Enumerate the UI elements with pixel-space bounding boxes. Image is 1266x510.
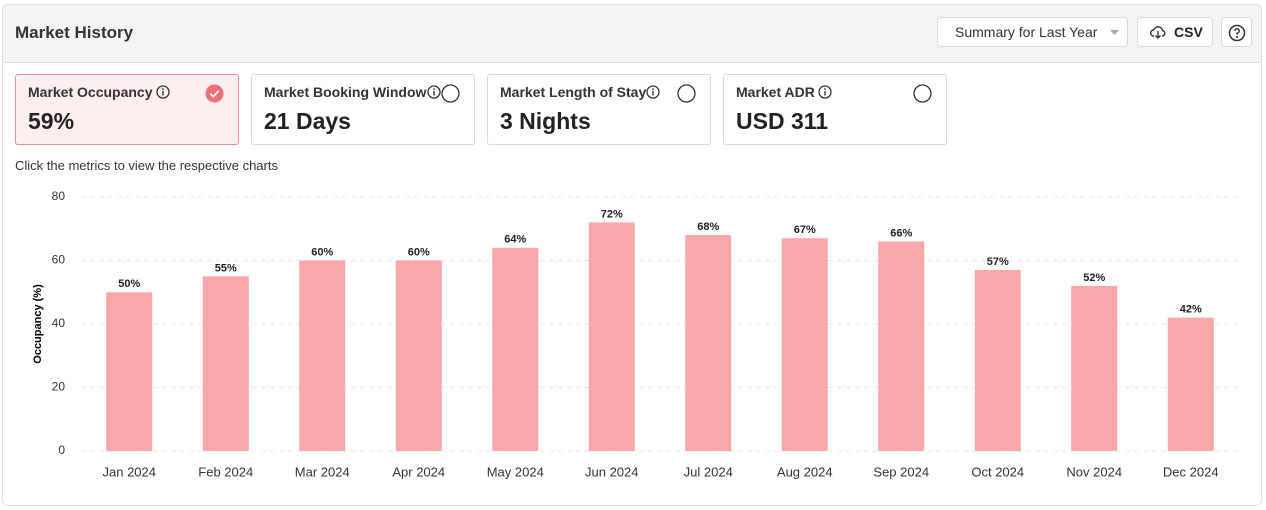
y-axis-label: Occupancy (%) [32,284,44,364]
metric-value: 59% [28,108,75,134]
csv-label: CSV [1174,24,1203,40]
hint-text: Click the metrics to view the respective… [15,158,278,173]
value-label: 55% [215,262,237,274]
bar [781,238,828,451]
bar [974,270,1021,451]
value-label: 57% [987,256,1009,268]
download-icon [1150,26,1166,39]
info-icon [156,85,170,104]
value-label: 67% [794,224,816,236]
y-tick-label: 40 [52,316,66,330]
value-label: 52% [1083,272,1105,284]
help-icon [1228,24,1246,42]
x-tick-label: Mar 2024 [295,464,350,479]
metric-value: USD 311 [736,108,829,134]
metric-card[interactable]: Market Booking Window 21 Days [251,74,475,145]
x-tick-label: Nov 2024 [1066,464,1122,479]
value-label: 68% [697,221,719,233]
value-label: 64% [504,234,526,246]
bar [685,235,732,451]
metric-card[interactable]: Market Length of Stay 3 Nights [487,74,711,145]
y-tick-label: 20 [52,380,66,394]
metric-card[interactable]: Market Occupancy 59% [15,74,239,145]
value-label: 60% [408,246,430,258]
x-tick-label: Oct 2024 [971,464,1024,479]
radio-button [441,84,460,108]
x-tick-label: May 2024 [487,464,544,479]
value-label: 60% [311,246,333,258]
bar [1167,317,1214,451]
metric-value: 3 Nights [500,108,591,134]
x-tick-label: Apr 2024 [392,464,445,479]
chart: Occupancy (%) 0 20 40 60 80 Jan 2024 50% Feb 202… [32,189,1239,479]
info-icon [427,85,441,104]
x-tick-label: Jul 2024 [684,464,733,479]
bar [1071,285,1118,451]
csv-button[interactable]: CSV [1137,17,1213,47]
bar [299,260,346,451]
x-tick-label: Aug 2024 [777,464,833,479]
dropdown-caret [1110,30,1119,35]
panel-header: Market History Summary for Last Year CSV [3,5,1261,63]
value-label: 50% [118,278,140,290]
y-tick-label: 80 [52,189,66,203]
market-history-panel: Market History Summary for Last Year CSV… [2,4,1262,506]
panel-title: Market History [15,23,134,42]
value-label: 42% [1180,304,1202,316]
bar [106,292,153,451]
radio-button [913,84,932,108]
info-icon [646,85,660,104]
x-tick-label: Sep 2024 [873,464,929,479]
bar [588,222,635,451]
radio-button [677,84,696,108]
help-button[interactable] [1221,17,1252,47]
value-label: 72% [601,208,623,220]
x-tick-label: Dec 2024 [1163,464,1219,479]
y-tick-label: 0 [58,443,65,457]
bar [395,260,442,451]
metric-label: Market ADR [736,84,815,100]
bar [202,276,249,451]
metric-label: Market Length of Stay [500,84,647,100]
bar [492,247,539,451]
period-select-label: Summary for Last Year [955,24,1098,40]
metric-card[interactable]: Market ADR USD 311 [723,74,947,145]
period-select[interactable]: Summary for Last Year [937,17,1128,47]
value-label: 66% [890,227,912,239]
y-tick-label: 60 [52,253,66,267]
x-tick-label: Jun 2024 [585,464,639,479]
bar [878,241,925,451]
metric-label: Market Booking Window [264,84,427,100]
x-tick-label: Jan 2024 [103,464,157,479]
metric-value: 21 Days [264,108,351,134]
info-icon [818,85,832,104]
x-tick-label: Feb 2024 [198,464,253,479]
metric-label: Market Occupancy [28,84,153,100]
selected-check [205,84,224,108]
